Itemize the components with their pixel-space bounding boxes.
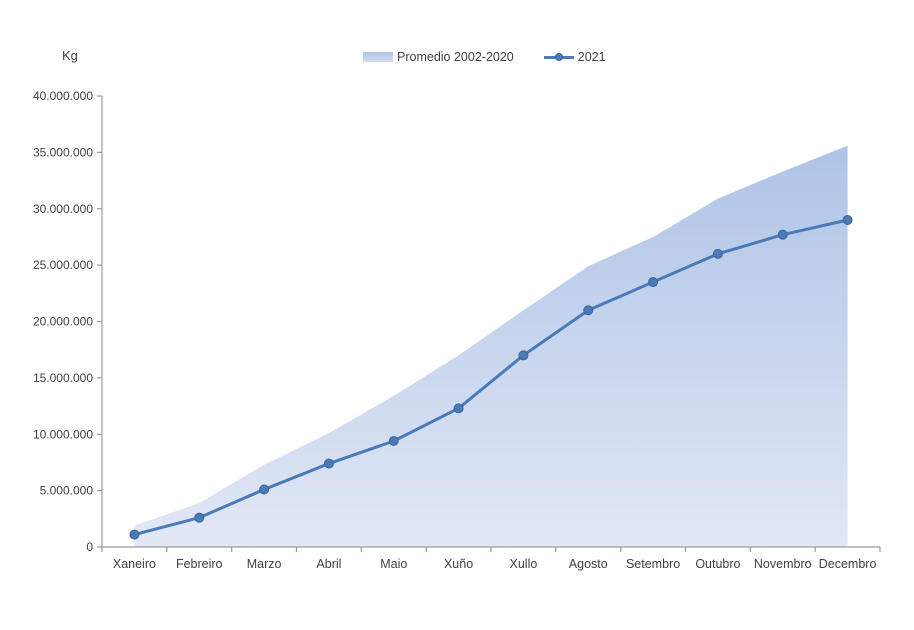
data-point-marker — [777, 229, 788, 240]
legend-label-2021: 2021 — [577, 50, 606, 64]
chart-legend: Promedio 2002-2020 2021 — [363, 50, 606, 64]
area-series-promedio — [134, 145, 848, 548]
x-tick-label: Novembro — [754, 557, 812, 571]
data-point-marker — [129, 529, 140, 540]
legend-item-promedio: Promedio 2002-2020 — [363, 50, 514, 64]
x-tick-label: Setembro — [626, 557, 680, 571]
y-tick-label: 30.000.000 — [33, 202, 93, 216]
x-tick-label: Outubro — [695, 557, 740, 571]
line-path-2021 — [132, 218, 850, 537]
data-point-marker — [453, 403, 464, 414]
data-point-marker — [518, 350, 529, 361]
data-point-marker — [842, 215, 853, 226]
y-axis-unit-label: Kg — [62, 48, 78, 63]
data-point-marker — [712, 248, 723, 259]
y-tick-label: 40.000.000 — [33, 89, 93, 103]
data-point-marker — [388, 436, 399, 447]
x-tick-label: Decembro — [819, 557, 877, 571]
data-point-marker — [194, 512, 205, 523]
y-tick-label: 20.000.000 — [33, 315, 93, 329]
x-tick-label: Febreiro — [176, 557, 223, 571]
data-point-marker — [648, 277, 659, 288]
data-point-marker — [583, 305, 594, 316]
y-tick-label: 0 — [86, 540, 93, 554]
axis-tick-labels: 0 5.000.000 10.000.000 15.000.000 20.000.000… — [33, 89, 877, 571]
axes — [97, 95, 881, 552]
legend-label-promedio: Promedio 2002-2020 — [397, 50, 514, 64]
x-tick-label: Xuño — [444, 557, 473, 571]
x-tick-label: Xullo — [510, 557, 538, 571]
data-point-marker — [323, 458, 334, 469]
legend-item-2021: 2021 — [543, 50, 606, 64]
area-polygon-promedio — [134, 145, 848, 548]
x-tick-label: Xaneiro — [113, 557, 156, 571]
line-series-2021 — [129, 215, 853, 540]
x-tick-label: Marzo — [247, 557, 282, 571]
y-tick-label: 15.000.000 — [33, 371, 93, 385]
x-tick-label: Maio — [380, 557, 407, 571]
y-tick-label: 10.000.000 — [33, 427, 93, 441]
area-series-swatch-icon — [363, 52, 393, 62]
y-tick-label: 5.000.000 — [40, 484, 94, 498]
y-tick-label: 25.000.000 — [33, 258, 93, 272]
x-tick-label: Abril — [316, 557, 341, 571]
x-tick-label: Agosto — [569, 557, 608, 571]
y-tick-label: 35.000.000 — [33, 145, 93, 159]
line-series-swatch-icon — [543, 52, 574, 62]
data-point-marker — [259, 484, 270, 495]
